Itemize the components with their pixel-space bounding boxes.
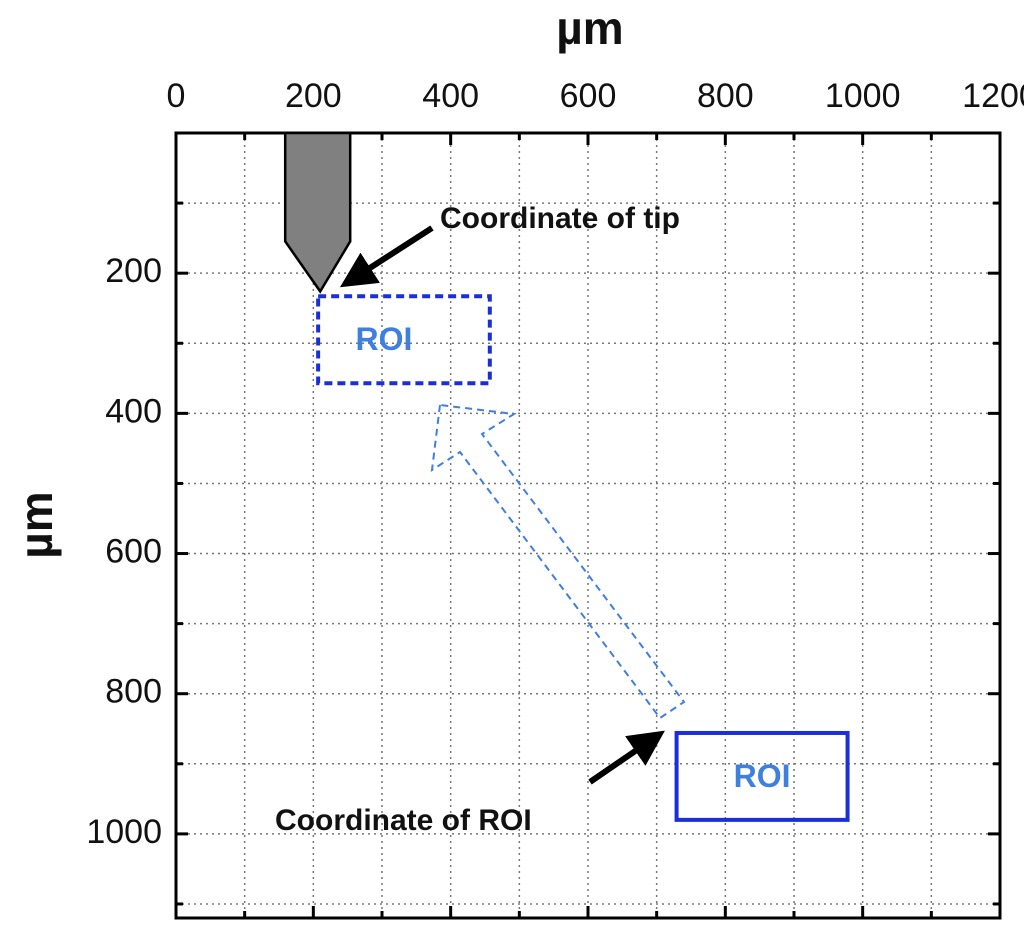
roi-box [316, 294, 492, 386]
probe-tip [283, 131, 352, 294]
y-tick-label: 600 [105, 533, 162, 571]
y-tick-label: 400 [105, 392, 162, 430]
y-axis-label: µm [10, 491, 62, 558]
y-tick-label: 1000 [86, 813, 162, 851]
roi-arrow [588, 730, 665, 785]
x-tick-label: 1200 [962, 77, 1024, 115]
move-arrow [430, 403, 686, 720]
y-tick-label: 200 [105, 252, 162, 290]
annotation: Coordinate of tip [440, 202, 680, 235]
x-tick-label: 1000 [825, 77, 901, 115]
y-tick-label: 800 [105, 673, 162, 711]
roi-box [674, 730, 850, 822]
annotation: Coordinate of ROI [275, 804, 532, 837]
x-tick-label: 400 [422, 77, 479, 115]
x-tick-label: 0 [167, 77, 186, 115]
roi-label: ROI [356, 321, 413, 357]
x-axis-label: µm [556, 2, 623, 54]
roi-label: ROI [734, 758, 791, 794]
tip-arrow [339, 225, 434, 288]
x-tick-label: 600 [560, 77, 617, 115]
x-tick-label: 800 [697, 77, 754, 115]
x-tick-label: 200 [285, 77, 342, 115]
